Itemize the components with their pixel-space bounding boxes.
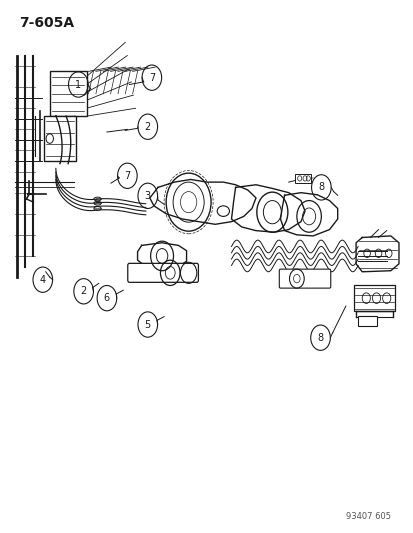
Bar <box>294 174 311 183</box>
Bar <box>50 71 86 116</box>
FancyBboxPatch shape <box>128 263 198 282</box>
Text: 93407 605: 93407 605 <box>345 512 390 521</box>
Bar <box>357 316 375 326</box>
Text: 6: 6 <box>104 293 110 303</box>
Text: 8: 8 <box>317 333 323 343</box>
Text: 4: 4 <box>40 274 46 285</box>
Text: 2: 2 <box>81 286 87 296</box>
Text: 2: 2 <box>144 122 150 132</box>
Text: 3: 3 <box>145 191 150 201</box>
Text: 7: 7 <box>124 171 130 181</box>
Bar <box>353 285 394 311</box>
FancyBboxPatch shape <box>279 269 330 288</box>
Text: 5: 5 <box>144 319 150 329</box>
Bar <box>43 116 76 161</box>
Text: 7: 7 <box>148 72 154 83</box>
Text: 7-605A: 7-605A <box>19 16 74 30</box>
Text: 1: 1 <box>75 79 81 90</box>
Text: 8: 8 <box>318 182 324 192</box>
